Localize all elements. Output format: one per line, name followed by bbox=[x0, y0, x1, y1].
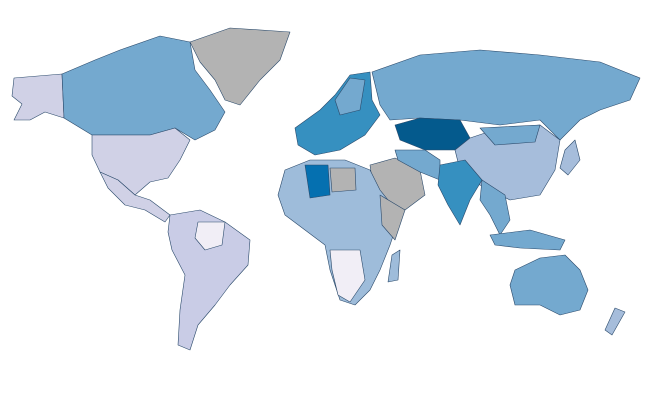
region-alaska bbox=[11, 73, 65, 121]
region-japan bbox=[559, 139, 581, 176]
region-south-america bbox=[167, 209, 251, 351]
region-india bbox=[437, 159, 483, 226]
region-mongolia bbox=[479, 124, 541, 146]
region-algeria bbox=[304, 164, 331, 199]
region-greenland bbox=[189, 27, 291, 106]
region-new-zealand bbox=[604, 307, 626, 336]
region-central-america bbox=[99, 171, 171, 223]
region-indonesia bbox=[489, 229, 566, 251]
region-usa bbox=[91, 127, 191, 196]
region-somalia bbox=[379, 194, 406, 241]
region-scandinavia bbox=[334, 77, 366, 116]
region-russia bbox=[371, 49, 641, 141]
region-venezuela bbox=[194, 221, 226, 251]
region-southern-africa bbox=[329, 249, 366, 303]
region-australia bbox=[509, 254, 589, 316]
region-africa bbox=[277, 159, 401, 306]
region-libya bbox=[329, 167, 357, 193]
region-madagascar bbox=[387, 249, 401, 283]
